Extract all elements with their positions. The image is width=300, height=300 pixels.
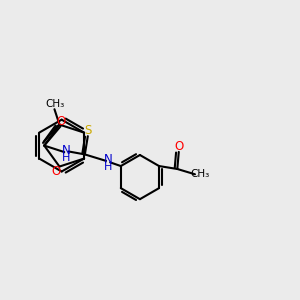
Text: H: H	[62, 153, 70, 163]
Text: S: S	[84, 124, 92, 137]
Text: N: N	[103, 153, 112, 166]
Text: CH₃: CH₃	[46, 99, 65, 109]
Text: O: O	[51, 165, 61, 178]
Text: O: O	[174, 140, 184, 153]
Text: N: N	[61, 144, 70, 158]
Text: H: H	[103, 162, 112, 172]
Text: O: O	[56, 115, 65, 128]
Text: CH₃: CH₃	[190, 169, 210, 179]
